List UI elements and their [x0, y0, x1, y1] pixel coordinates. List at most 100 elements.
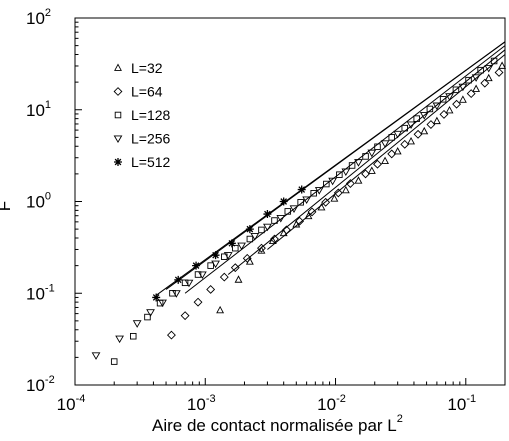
data-point: [271, 217, 278, 224]
data-point: [420, 126, 429, 135]
data-points: [91, 57, 507, 365]
data-point: [439, 96, 447, 103]
data-point: [354, 159, 363, 167]
data-point: [282, 225, 291, 235]
data-point: [400, 139, 410, 149]
y-tick-label: 100: [26, 191, 51, 212]
x-tick-base: 10: [187, 395, 206, 414]
data-point: [361, 169, 370, 179]
data-point: [279, 197, 288, 206]
x-tick-exponent: -3: [206, 393, 216, 405]
y-tick-label: 102: [26, 7, 51, 28]
data-point: [307, 207, 317, 217]
data-point: [132, 320, 142, 328]
data-point: [466, 89, 476, 99]
fit-line: [155, 41, 506, 296]
data-point: [458, 95, 467, 103]
data-point: [232, 244, 239, 252]
data-point: [406, 121, 416, 130]
data-point: [432, 102, 442, 111]
x-tick-base: 10: [447, 395, 466, 414]
data-point: [206, 285, 216, 294]
data-point: [276, 215, 286, 223]
data-point: [115, 335, 124, 344]
data-point: [184, 279, 194, 288]
data-point: [194, 271, 202, 278]
data-point: [484, 64, 494, 73]
data-point: [216, 305, 225, 314]
fit-lines: [155, 41, 506, 296]
data-point: [336, 171, 343, 178]
data-point: [297, 199, 304, 206]
data-point: [158, 299, 167, 308]
data-point: [480, 78, 490, 88]
data-point: [211, 260, 220, 269]
data-point: [401, 124, 409, 132]
y-tick-base: 10: [26, 101, 45, 120]
data-point: [445, 105, 454, 114]
data-point: [270, 234, 279, 244]
data-point: [345, 179, 355, 188]
data-point: [174, 275, 183, 284]
data-point: [373, 159, 382, 169]
y-tick-label: 101: [26, 99, 51, 120]
data-point: [263, 210, 272, 219]
data-point: [167, 330, 176, 340]
x-tick-exponent: -2: [336, 393, 346, 405]
data-point: [292, 220, 301, 228]
data-point: [304, 211, 313, 220]
y-tick-base: 10: [26, 376, 45, 395]
data-point: [452, 99, 462, 109]
data-point: [439, 109, 449, 119]
data-point: [367, 149, 377, 158]
data-point: [465, 76, 472, 84]
legend-label: L=256: [131, 131, 171, 147]
data-point: [323, 180, 330, 188]
data-point: [407, 137, 415, 145]
data-point: [380, 140, 390, 148]
y-tick-base: 10: [26, 284, 45, 303]
data-point: [494, 68, 504, 77]
data-point: [227, 239, 236, 248]
data-point: [268, 236, 277, 244]
data-point: [258, 226, 265, 234]
x-tick-label: 10-4: [57, 393, 86, 414]
fit-line: [227, 49, 506, 275]
data-point: [388, 134, 395, 141]
legend: L=32 L=64 L=128 L=256 L=512: [113, 60, 171, 170]
data-point: [91, 352, 101, 360]
data-point: [374, 143, 381, 151]
data-point: [432, 116, 441, 125]
x-tick-label: 10-2: [317, 393, 346, 414]
data-point: [452, 86, 460, 94]
x-tick-base: 10: [57, 395, 76, 414]
data-point: [230, 263, 240, 273]
data-point: [477, 66, 484, 74]
x-tick-exponent: -4: [76, 393, 86, 405]
data-point: [314, 187, 324, 195]
legend-label: L=32: [131, 60, 163, 76]
data-point: [490, 57, 498, 65]
data-point: [246, 235, 254, 243]
data-point: [193, 297, 203, 307]
legend-label: L=64: [131, 84, 163, 100]
y-tick-exponent: 0: [45, 191, 51, 203]
data-point: [333, 188, 343, 198]
data-point: [328, 177, 338, 186]
data-point: [146, 309, 155, 317]
data-point: [152, 293, 161, 302]
y-tick-exponent: 1: [45, 99, 51, 111]
data-point: [381, 156, 390, 165]
data-point: [207, 262, 214, 269]
legend-marker: [113, 87, 123, 96]
x-tick-label: 10-1: [447, 393, 476, 414]
data-point: [362, 153, 369, 160]
data-point: [348, 162, 356, 169]
data-point: [297, 185, 306, 194]
data-point: [302, 196, 312, 205]
x-axis-label-superscript: 2: [397, 413, 403, 425]
x-axis-label-main: Aire de contact normalisée par L: [152, 416, 397, 435]
data-point: [426, 120, 436, 129]
data-point: [211, 251, 220, 260]
